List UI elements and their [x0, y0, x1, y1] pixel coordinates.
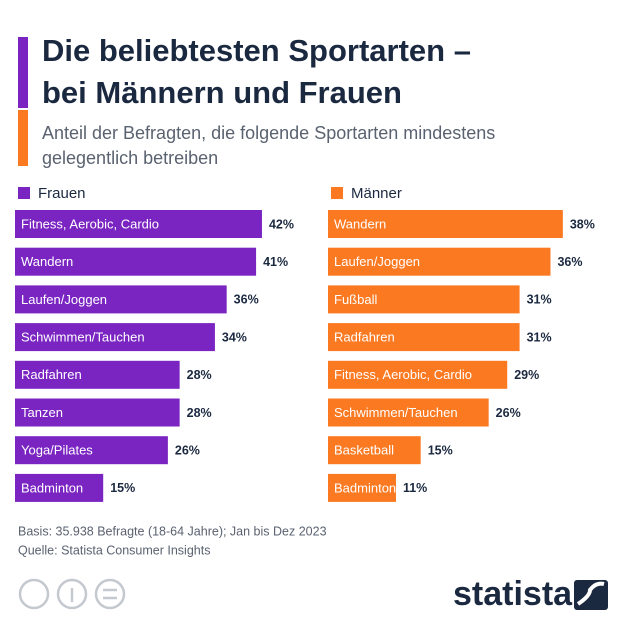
category-label: Wandern — [334, 216, 386, 231]
bar — [15, 210, 262, 238]
category-label: Wandern — [21, 254, 73, 269]
value-label: 36% — [234, 293, 259, 307]
brand-logo: statista — [453, 575, 573, 613]
bar — [328, 360, 508, 389]
bar — [15, 398, 180, 427]
accent-bar — [18, 110, 28, 166]
bar — [328, 473, 396, 502]
value-label: 29% — [514, 368, 539, 382]
category-label: Laufen/Joggen — [21, 292, 107, 307]
bar — [15, 285, 227, 314]
value-label: 42% — [269, 217, 294, 231]
bar — [15, 247, 257, 276]
bar — [15, 436, 168, 465]
title-line: bei Männern und Frauen — [42, 75, 402, 110]
bar — [15, 323, 215, 352]
category-label: Basketball — [334, 443, 394, 458]
legend-label: Männer — [351, 185, 402, 202]
category-label: Badminton — [334, 480, 396, 495]
bar — [328, 398, 489, 427]
value-label: 15% — [428, 443, 453, 457]
value-label: 36% — [557, 255, 582, 269]
category-label: Badminton — [21, 480, 83, 495]
value-label: 15% — [110, 481, 135, 495]
bar — [15, 360, 180, 389]
bar — [328, 285, 520, 314]
value-label: 34% — [222, 330, 247, 344]
value-label: 31% — [527, 293, 552, 307]
bar — [328, 323, 520, 352]
category-label: Fußball — [334, 292, 377, 307]
category-label: Radfahren — [21, 367, 82, 382]
value-label: 11% — [403, 481, 427, 495]
category-label: Tanzen — [21, 405, 63, 420]
accent-bar — [18, 37, 28, 108]
category-label: Schwimmen/Tauchen — [21, 330, 145, 345]
legend-label: Frauen — [38, 185, 86, 202]
value-label: 41% — [263, 255, 288, 269]
category-label: Yoga/Pilates — [21, 443, 93, 458]
category-label: Radfahren — [334, 330, 395, 345]
legend-swatch — [18, 187, 30, 199]
value-label: 38% — [570, 217, 595, 231]
value-label: 28% — [187, 406, 212, 420]
bar — [328, 247, 551, 276]
legend-swatch — [331, 187, 343, 199]
category-label: Fitness, Aerobic, Cardio — [334, 367, 472, 382]
bar — [328, 210, 563, 238]
subtitle-line: Anteil der Befragten, die folgende Sport… — [42, 123, 495, 143]
bar — [328, 436, 421, 465]
value-label: 26% — [496, 406, 521, 420]
category-label: Schwimmen/Tauchen — [334, 405, 458, 420]
value-label: 26% — [175, 443, 200, 457]
bar — [15, 473, 104, 502]
license-icons — [18, 578, 126, 610]
source-note: Quelle: Statista Consumer Insights — [18, 543, 210, 557]
brand-mark — [574, 580, 608, 610]
subtitle-line: gelegentlich betreiben — [42, 148, 218, 168]
value-label: 28% — [187, 368, 212, 382]
title-line: Die beliebtesten Sportarten – — [42, 33, 471, 68]
value-label: 31% — [527, 330, 552, 344]
category-label: Laufen/Joggen — [334, 254, 420, 269]
basis-note: Basis: 35.938 Befragte (18-64 Jahre); Ja… — [18, 524, 327, 538]
category-label: Fitness, Aerobic, Cardio — [21, 216, 159, 231]
